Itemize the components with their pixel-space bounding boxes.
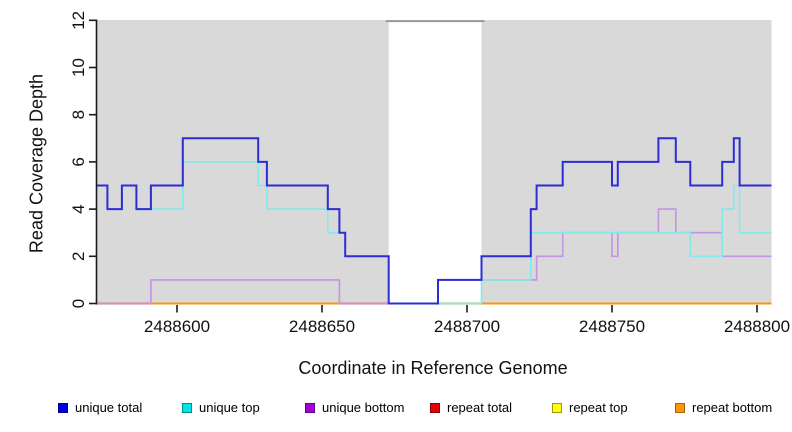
x-tick-label: 2488600 [144,317,210,336]
legend-swatch-unique-total [58,403,68,413]
legend-label: repeat total [447,400,513,415]
legend-label: unique top [199,400,260,415]
y-tick-label: 6 [69,157,88,166]
y-axis-title: Read Coverage Depth [26,73,47,254]
legend: unique total unique top unique bottom repea… [0,398,792,422]
legend-swatch-repeat-top [552,403,562,413]
legend-swatch-unique-bottom [305,403,315,413]
x-axis-title: Coordinate in Reference Genome [298,358,568,378]
legend-item-repeat-bottom: repeat bottom [675,401,772,415]
legend-label: unique total [75,400,143,415]
legend-swatch-repeat-total [430,403,440,413]
x-tick-label: 2488650 [289,317,355,336]
y-tick-label: 12 [69,11,88,30]
y-tick-label: 2 [69,252,88,261]
uncovered-band [388,21,482,304]
legend-item-repeat-top: repeat top [552,401,628,415]
x-tick-label: 2488750 [579,317,645,336]
x-tick-label: 2488700 [434,317,500,336]
y-tick-label: 8 [69,110,88,119]
legend-swatch-repeat-bottom [675,403,685,413]
x-tick-label: 2488800 [724,317,790,336]
legend-item-unique-top: unique top [182,401,260,415]
series-unique-total [96,137,772,305]
legend-item-unique-total: unique total [58,401,142,415]
legend-label: repeat top [569,400,628,415]
legend-item-repeat-total: repeat total [430,401,512,415]
legend-item-unique-bottom: unique bottom [305,401,404,415]
y-tick-label: 0 [69,299,88,308]
y-tick-label: 4 [69,204,88,213]
legend-label: repeat bottom [692,400,773,415]
y-tick-label: 10 [69,58,88,77]
legend-label: unique bottom [322,400,405,415]
legend-swatch-unique-top [182,403,192,413]
